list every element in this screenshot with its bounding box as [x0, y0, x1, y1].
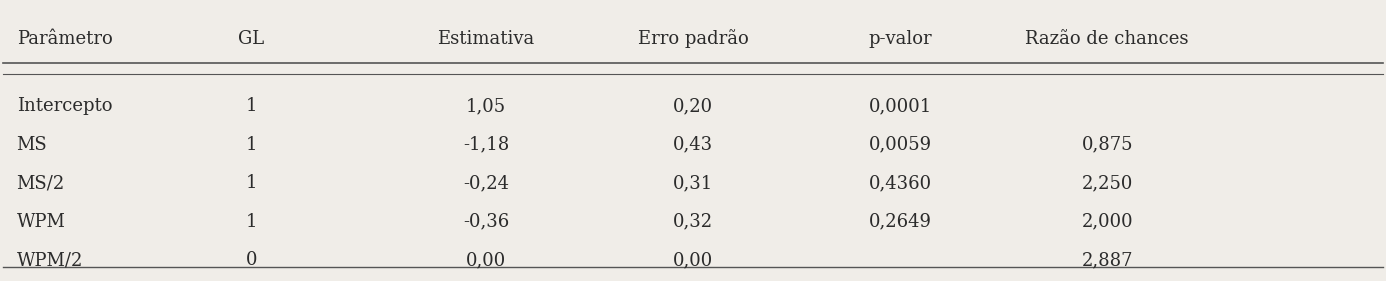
Text: 0,0001: 0,0001	[869, 97, 931, 115]
Text: 0,0059: 0,0059	[869, 136, 931, 154]
Text: 0,00: 0,00	[466, 251, 506, 269]
Text: -0,24: -0,24	[463, 174, 509, 192]
Text: 1: 1	[245, 174, 256, 192]
Text: -0,36: -0,36	[463, 213, 509, 231]
Text: -1,18: -1,18	[463, 136, 509, 154]
Text: MS/2: MS/2	[17, 174, 65, 192]
Text: 0,43: 0,43	[674, 136, 712, 154]
Text: 0: 0	[245, 251, 256, 269]
Text: 0,32: 0,32	[674, 213, 712, 231]
Text: 0,2649: 0,2649	[869, 213, 931, 231]
Text: 0,875: 0,875	[1081, 136, 1132, 154]
Text: WPM: WPM	[17, 213, 65, 231]
Text: 2,250: 2,250	[1081, 174, 1132, 192]
Text: 0,31: 0,31	[672, 174, 714, 192]
Text: 2,000: 2,000	[1081, 213, 1132, 231]
Text: GL: GL	[238, 30, 265, 47]
Text: Parâmetro: Parâmetro	[17, 30, 112, 47]
Text: 1,05: 1,05	[466, 97, 506, 115]
Text: 1: 1	[245, 213, 256, 231]
Text: MS: MS	[17, 136, 47, 154]
Text: 0,20: 0,20	[674, 97, 712, 115]
Text: 1: 1	[245, 97, 256, 115]
Text: 0,00: 0,00	[672, 251, 714, 269]
Text: Razão de chances: Razão de chances	[1026, 30, 1189, 47]
Text: Intercepto: Intercepto	[17, 97, 112, 115]
Text: 2,887: 2,887	[1081, 251, 1132, 269]
Text: p-valor: p-valor	[868, 30, 931, 47]
Text: 1: 1	[245, 136, 256, 154]
Text: Erro padrão: Erro padrão	[638, 29, 748, 48]
Text: WPM/2: WPM/2	[17, 251, 83, 269]
Text: Estimativa: Estimativa	[438, 30, 535, 47]
Text: 0,4360: 0,4360	[869, 174, 931, 192]
